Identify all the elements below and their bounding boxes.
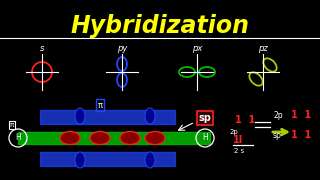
Ellipse shape xyxy=(75,152,85,168)
Ellipse shape xyxy=(145,108,155,124)
Text: π: π xyxy=(98,100,102,109)
Text: py: py xyxy=(117,44,127,53)
Text: sp: sp xyxy=(199,113,212,123)
Ellipse shape xyxy=(120,132,140,145)
Text: Hybridization: Hybridization xyxy=(70,14,250,38)
Ellipse shape xyxy=(90,132,110,145)
Text: 2p: 2p xyxy=(230,129,239,135)
Text: 1  1: 1 1 xyxy=(235,115,255,125)
Text: 2 s: 2 s xyxy=(234,148,244,154)
Ellipse shape xyxy=(60,132,80,145)
Text: H: H xyxy=(15,134,21,143)
Ellipse shape xyxy=(75,108,85,124)
Text: px: px xyxy=(192,44,202,53)
Text: H: H xyxy=(202,134,208,143)
Polygon shape xyxy=(18,132,210,144)
Text: 1l: 1l xyxy=(233,135,243,145)
Text: π: π xyxy=(10,122,14,128)
Text: 1  1: 1 1 xyxy=(291,130,311,140)
Polygon shape xyxy=(40,110,175,124)
Text: pz: pz xyxy=(258,44,268,53)
Text: 1  1: 1 1 xyxy=(291,110,311,120)
Text: s: s xyxy=(40,44,44,53)
Ellipse shape xyxy=(145,132,165,145)
Polygon shape xyxy=(40,152,175,166)
Ellipse shape xyxy=(145,152,155,168)
Text: sp: sp xyxy=(273,130,282,140)
Text: 2p: 2p xyxy=(273,111,283,120)
